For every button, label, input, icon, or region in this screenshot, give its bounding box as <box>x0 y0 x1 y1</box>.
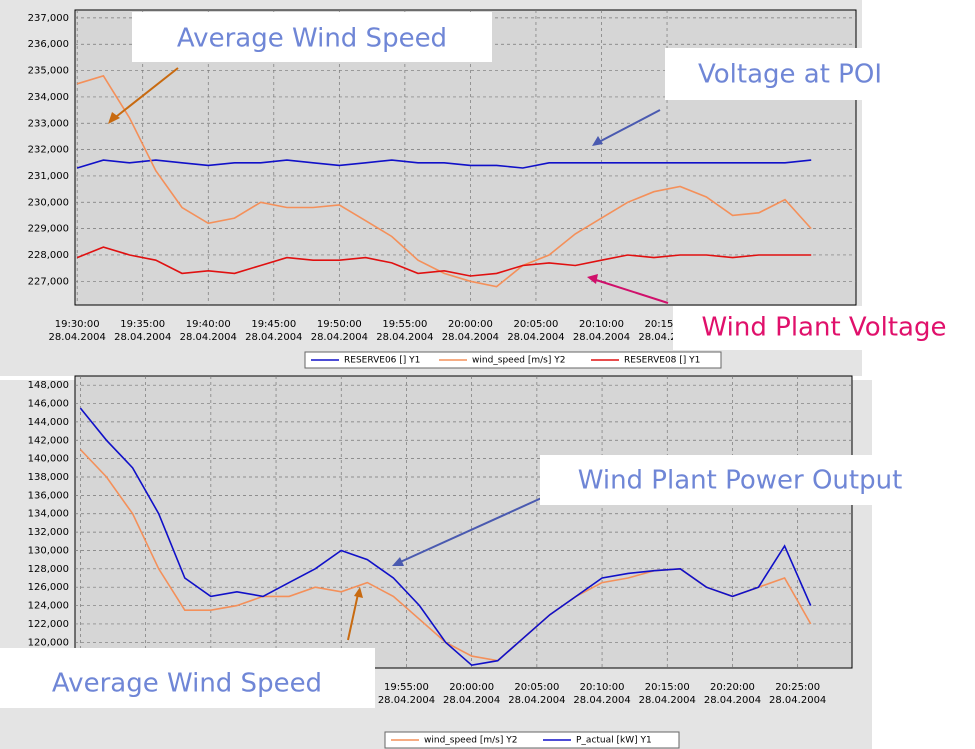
legend-box <box>304 351 722 369</box>
legend-box <box>384 731 680 749</box>
x-tick-date: 28.04.2004 <box>49 332 106 343</box>
x-tick-date: 28.04.2004 <box>639 695 696 706</box>
y-tick-label: 227,000 <box>28 276 69 287</box>
arrow-head <box>587 274 598 284</box>
series-line <box>76 74 812 288</box>
y-tick-label: 234,000 <box>28 92 69 103</box>
x-tick-date: 28.04.2004 <box>573 695 630 706</box>
y-tick-label: 232,000 <box>28 145 69 156</box>
arrow-head <box>108 112 120 124</box>
annotation: Voltage at POI <box>698 60 882 90</box>
x-tick-date: 28.04.2004 <box>311 332 368 343</box>
x-tick-date: 28.04.2004 <box>245 332 302 343</box>
y-tick-label: 132,000 <box>28 527 69 538</box>
y-tick-label: 128,000 <box>28 564 69 575</box>
x-tick-date: 28.04.2004 <box>638 332 695 343</box>
x-tick-label: 19:45:00 <box>251 319 296 330</box>
y-tick-label: 146,000 <box>28 399 69 410</box>
y-tick-label: 144,000 <box>28 417 69 428</box>
y-tick-label: 140,000 <box>28 454 69 465</box>
y-tick-label: 122,000 <box>28 619 69 630</box>
legend-label: P_actual [kW] Y1 <box>576 736 652 746</box>
y-tick-label: 230,000 <box>28 197 69 208</box>
x-tick-date: 28.04.2004 <box>376 332 433 343</box>
x-tick-label: 20:00:00 <box>449 682 494 693</box>
x-tick-label: 20:05:00 <box>513 319 558 330</box>
arrow-head <box>592 136 603 146</box>
legend-label: wind_speed [m/s] Y2 <box>472 356 565 366</box>
x-tick-date: 28.04.2004 <box>442 332 499 343</box>
legend-label: RESERVE06 [] Y1 <box>344 356 420 366</box>
y-tick-label: 231,000 <box>28 171 69 182</box>
x-tick-date: 28.04.2004 <box>378 695 435 706</box>
x-tick-label: 19:55:00 <box>382 319 427 330</box>
x-tick-label: 19:30:00 <box>55 319 100 330</box>
x-tick-date: 28.04.2004 <box>573 332 630 343</box>
x-tick-label: 19:55:00 <box>384 682 429 693</box>
y-tick-label: 126,000 <box>28 582 69 593</box>
annotation: Wind Plant Power Output <box>578 466 903 496</box>
x-tick-label: 20:20:00 <box>710 682 755 693</box>
annotations: Average Wind Speed Voltage at POI Wind P… <box>0 12 975 708</box>
x-tick-date: 28.04.2004 <box>180 332 237 343</box>
arrow-head <box>354 587 363 598</box>
x-tick-date: 28.04.2004 <box>507 332 564 343</box>
x-tick-label: 20:10:00 <box>580 682 625 693</box>
x-tick-label: 20:15:00 <box>645 319 690 330</box>
plot-area <box>74 375 853 669</box>
x-tick-date: 28.04.2004 <box>704 695 761 706</box>
y-tick-label: 229,000 <box>28 224 69 235</box>
series-line <box>76 246 812 277</box>
x-tick-label: 20:25:00 <box>775 682 820 693</box>
y-tick-label: 148,000 <box>28 380 69 391</box>
arrow-head <box>392 557 404 566</box>
annotation: Average Wind Speed <box>177 24 447 54</box>
y-tick-label: 237,000 <box>28 13 69 24</box>
legend-label: RESERVE08 [] Y1 <box>624 356 700 366</box>
x-tick-label: 19:50:00 <box>317 319 362 330</box>
series-line <box>79 407 812 667</box>
annotation-box <box>665 48 920 100</box>
arrow <box>111 67 179 121</box>
y-tick-label: 130,000 <box>28 545 69 556</box>
x-tick-date: 28.04.2004 <box>508 695 565 706</box>
y-tick-label: 138,000 <box>28 472 69 483</box>
arrow <box>592 278 669 304</box>
x-tick-label: 20:10:00 <box>579 319 624 330</box>
y-tick-label: 235,000 <box>28 66 69 77</box>
y-tick-label: 120,000 <box>28 637 69 648</box>
x-tick-date: 28.04.2004 <box>443 695 500 706</box>
y-tick-label: 233,000 <box>28 118 69 129</box>
x-tick-date: 28.04.2004 <box>114 332 171 343</box>
y-tick-label: 124,000 <box>28 601 69 612</box>
annotation-box <box>132 12 492 62</box>
legend-label: wind_speed [m/s] Y2 <box>424 736 517 746</box>
x-tick-label: 20:05:00 <box>514 682 559 693</box>
y-tick-label: 228,000 <box>28 250 69 261</box>
annotation-box <box>673 306 975 350</box>
legend: RESERVE06 [] Y1 wind_speed [m/s] Y2 RESERV… <box>304 351 722 369</box>
y-tick-label: 136,000 <box>28 490 69 501</box>
x-tick-label: 19:40:00 <box>186 319 231 330</box>
arrow <box>347 593 359 641</box>
y-tick-label: 142,000 <box>28 435 69 446</box>
x-tick-label: 20:15:00 <box>645 682 690 693</box>
arrow <box>397 485 569 564</box>
y-tick-label: 236,000 <box>28 39 69 50</box>
legend: wind_speed [m/s] Y2 P_actual [kW] Y1 <box>384 731 680 749</box>
x-tick-label: 19:35:00 <box>120 319 165 330</box>
annotation: Average Wind Speed <box>52 669 322 699</box>
x-tick-date: 28.04.2004 <box>769 695 826 706</box>
annotation: Wind Plant Voltage <box>702 313 947 343</box>
x-tick-label: 20:00:00 <box>448 319 493 330</box>
annotation-box <box>0 648 375 708</box>
series-line <box>76 159 812 169</box>
arrow <box>596 109 661 144</box>
annotation-box <box>540 455 940 505</box>
charts: 227,000 228,000 229,000 230,000 231,000 232,0… <box>28 9 857 749</box>
y-tick-label: 134,000 <box>28 509 69 520</box>
